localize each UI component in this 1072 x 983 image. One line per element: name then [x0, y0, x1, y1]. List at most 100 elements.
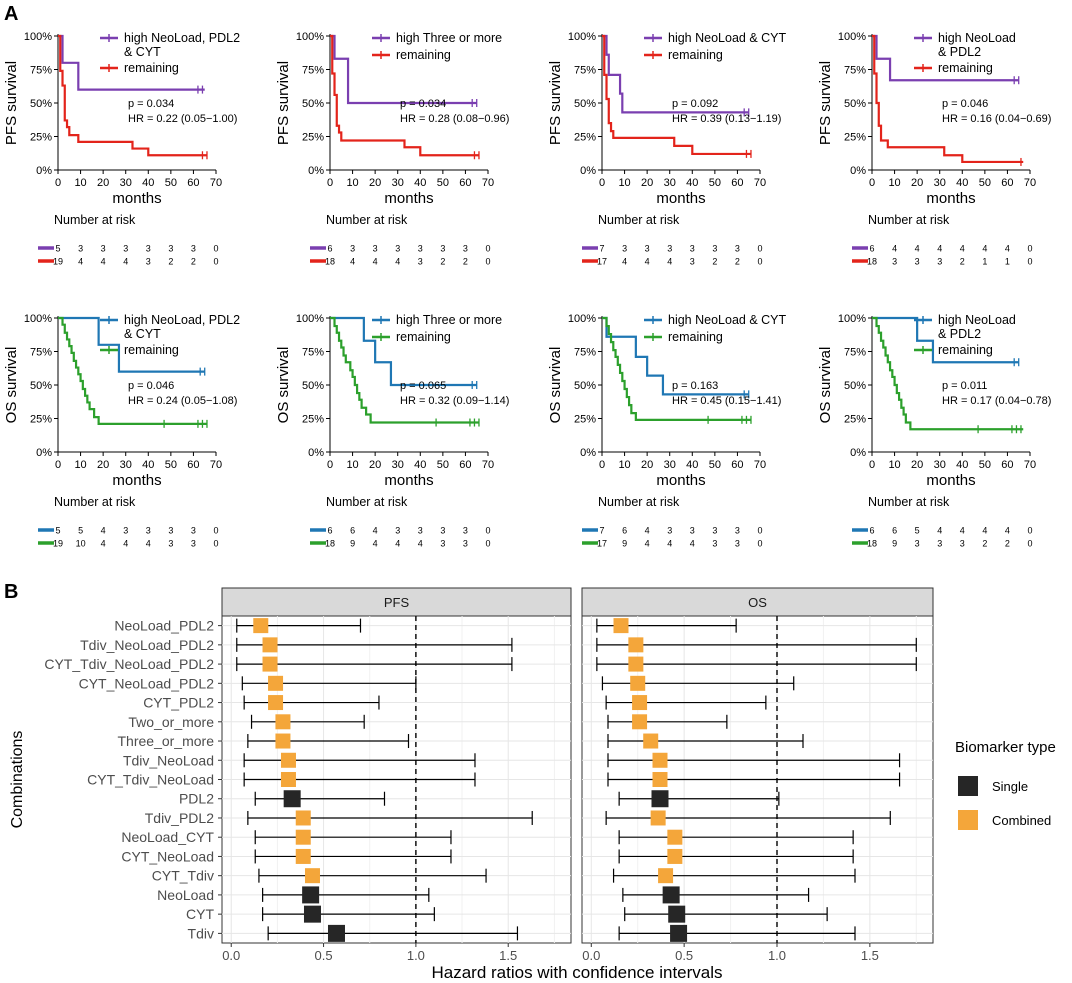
y-tick-label: 25%: [574, 414, 596, 426]
x-tick-label: 70: [482, 177, 494, 189]
risk-count: 3: [667, 526, 672, 536]
y-tick-label: 100%: [838, 313, 866, 325]
risk-count: 3: [915, 539, 920, 549]
risk-table-title: Number at risk: [598, 213, 680, 227]
x-tick-label: 0: [869, 177, 875, 189]
x-tick-label: 40: [956, 459, 968, 471]
x-tick-label: 50: [709, 459, 721, 471]
survival-curve-remaining: [872, 34, 1024, 164]
survival-curve-high: [872, 316, 1019, 364]
x-axis-label: months: [656, 472, 705, 489]
risk-count: 4: [1005, 526, 1010, 536]
risk-count: 6: [869, 244, 874, 254]
x-tick-label: 50: [437, 177, 449, 189]
risk-count: 2: [463, 257, 468, 267]
risk-count: 3: [622, 244, 627, 254]
hr-point: [280, 752, 296, 768]
risk-count: 3: [463, 539, 468, 549]
risk-count: 2: [960, 257, 965, 267]
x-tick-label: 60: [459, 459, 471, 471]
risk-count: 4: [982, 244, 987, 254]
risk-count: 3: [960, 539, 965, 549]
risk-count: 4: [418, 539, 423, 549]
legend-label: Combined: [992, 813, 1051, 828]
risk-count: 4: [350, 257, 355, 267]
risk-table-title: Number at risk: [326, 213, 408, 227]
risk-count: 19: [53, 539, 63, 549]
hr-point: [651, 790, 669, 808]
risk-count: 2: [735, 257, 740, 267]
risk-count: 3: [418, 257, 423, 267]
risk-count: 7: [599, 526, 604, 536]
x-tick-label: 10: [346, 177, 358, 189]
y-tick-label: 50%: [844, 98, 866, 110]
risk-count: 0: [757, 257, 762, 267]
legend-label-line2: & CYT: [124, 327, 161, 341]
x-tick-label: 70: [1024, 177, 1036, 189]
hr-point: [613, 618, 629, 634]
y-tick-label: 0%: [36, 165, 52, 177]
legend-label: remaining: [668, 330, 723, 344]
x-tick-label: 0: [327, 459, 333, 471]
y-tick-label: 50%: [30, 98, 52, 110]
risk-count: 6: [892, 526, 897, 536]
hr-point: [630, 675, 646, 691]
x-tick-label: 40: [956, 177, 968, 189]
risk-count: 5: [55, 244, 60, 254]
row-label: CYT_PDL2: [143, 695, 214, 711]
x-tick-label: 60: [187, 177, 199, 189]
hr-point: [303, 905, 321, 923]
hazard-ratio: HR = 0.45 (0.15−1.41): [672, 395, 781, 407]
hr-point: [275, 714, 291, 730]
hr-point: [668, 905, 686, 923]
risk-count: 0: [485, 257, 490, 267]
risk-count: 2: [191, 257, 196, 267]
hazard-ratio: HR = 0.17 (0.04−0.78): [942, 395, 1051, 407]
survival-curve-remaining: [58, 34, 207, 157]
row-label: CYT: [186, 906, 214, 922]
hazard-ratio: HR = 0.24 (0.05−1.08): [128, 395, 237, 407]
hr-point: [304, 868, 320, 884]
x-tick-label: 50: [165, 177, 177, 189]
x-axis-label: months: [656, 190, 705, 207]
risk-count: 17: [597, 539, 607, 549]
risk-count: 3: [915, 257, 920, 267]
hr-point: [295, 829, 311, 845]
risk-count: 3: [418, 526, 423, 536]
legend-swatch-single: [958, 776, 978, 796]
x-tick-label: 20: [97, 459, 109, 471]
row-label: CYT_NeoLoad: [121, 848, 214, 864]
risk-count: 3: [350, 244, 355, 254]
y-tick-label: 75%: [844, 347, 866, 359]
y-tick-label: 100%: [296, 313, 324, 325]
legend-swatch-combined: [958, 810, 978, 830]
y-axis-label: OS survival: [817, 347, 834, 424]
risk-table-title: Number at risk: [54, 495, 136, 509]
y-tick-label: 25%: [30, 132, 52, 144]
risk-count: 3: [146, 257, 151, 267]
risk-count: 4: [373, 539, 378, 549]
row-label: CYT_NeoLoad_PDL2: [79, 675, 215, 691]
legend-label: remaining: [938, 343, 993, 357]
forest-plot: PFS 0.0 0.5 1.0 1.5 OS 0.0 0.5 1.0 1.5 NeoLoad_PDL…: [9, 587, 1056, 982]
x-tick-label: 20: [911, 177, 923, 189]
legend-label: high NeoLoad: [938, 31, 1016, 45]
legend-label: remaining: [124, 61, 179, 75]
legend-label: high Three or more: [396, 31, 502, 45]
risk-count: 3: [78, 244, 83, 254]
risk-count: 2: [168, 257, 173, 267]
risk-count: 3: [690, 257, 695, 267]
risk-count: 3: [712, 244, 717, 254]
x-tick-label: 40: [686, 177, 698, 189]
x-tick-label: 70: [210, 459, 222, 471]
x-tick-label: 0: [869, 459, 875, 471]
x-axis-title: Hazard ratios with confidence intervals: [431, 963, 722, 982]
x-tick-label: 40: [414, 177, 426, 189]
risk-count: 4: [690, 539, 695, 549]
